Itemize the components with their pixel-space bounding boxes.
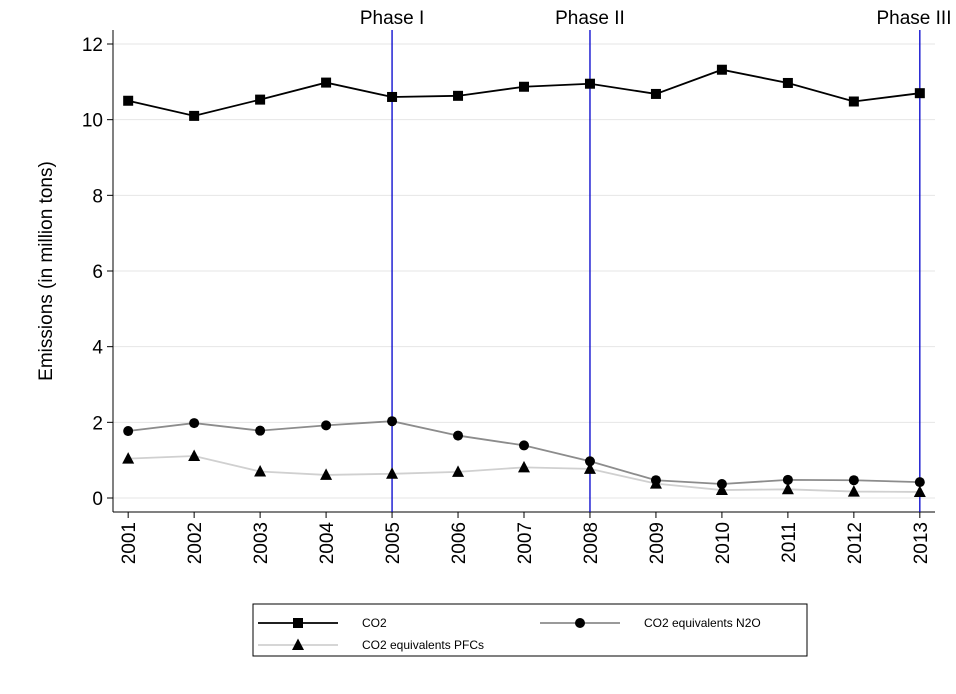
marker <box>122 452 135 464</box>
y-tick-label: 8 <box>92 186 103 207</box>
x-tick-label: 2013 <box>911 522 932 564</box>
marker <box>387 91 398 102</box>
marker <box>123 426 134 437</box>
x-tick-label: 2006 <box>449 522 470 564</box>
phase-label: Phase I <box>360 8 424 29</box>
marker <box>649 477 662 489</box>
marker <box>913 485 926 497</box>
y-tick-label: 2 <box>92 413 103 434</box>
marker <box>321 420 332 431</box>
marker <box>583 462 596 474</box>
marker <box>847 485 860 497</box>
x-tick-label: 2009 <box>647 522 668 564</box>
y-tick-label: 6 <box>92 262 103 283</box>
legend-marker <box>292 638 304 650</box>
x-tick-label: 2008 <box>581 522 602 564</box>
marker <box>320 468 333 480</box>
legend-label: CO2 equivalents N2O <box>644 616 761 630</box>
x-tick-label: 2001 <box>119 522 140 564</box>
legend-label: CO2 <box>362 616 387 630</box>
legend-marker <box>575 618 585 628</box>
marker <box>452 465 465 477</box>
marker <box>716 64 727 75</box>
x-tick-label: 2003 <box>251 522 272 564</box>
marker <box>453 90 464 101</box>
marker <box>914 477 925 488</box>
marker <box>518 460 530 473</box>
marker <box>782 474 793 485</box>
marker <box>584 456 595 467</box>
x-tick-label: 2004 <box>317 522 338 565</box>
marker <box>650 88 661 99</box>
phase-label: Phase III <box>877 8 952 29</box>
marker <box>123 95 134 106</box>
x-tick-label: 2005 <box>383 522 404 564</box>
marker <box>519 81 529 92</box>
marker <box>254 465 267 477</box>
marker <box>715 483 728 496</box>
marker <box>914 88 925 99</box>
marker <box>189 418 200 429</box>
marker <box>453 430 464 441</box>
y-tick-label: 12 <box>82 35 103 56</box>
legend-marker <box>293 618 303 628</box>
y-axis-label: Emissions (in million tons) <box>36 161 57 381</box>
legend-label: CO2 equivalents PFCs <box>362 638 484 652</box>
marker <box>255 94 266 105</box>
x-tick-label: 2007 <box>515 522 536 564</box>
marker <box>519 440 529 451</box>
y-tick-label: 0 <box>92 489 103 510</box>
legend <box>252 603 808 657</box>
marker <box>782 77 793 88</box>
x-tick-label: 2010 <box>713 522 734 564</box>
y-tick-label: 4 <box>92 338 103 359</box>
marker <box>848 475 859 486</box>
marker <box>387 416 398 427</box>
x-tick-label: 2012 <box>845 522 866 564</box>
x-tick-label: 2002 <box>185 522 206 564</box>
phase-label: Phase II <box>555 8 625 29</box>
marker <box>386 467 399 479</box>
x-tick-label: 2011 <box>779 522 800 563</box>
marker <box>781 482 794 495</box>
marker <box>584 78 595 89</box>
y-tick-label: 10 <box>82 111 103 132</box>
marker <box>255 425 266 436</box>
marker <box>189 110 200 121</box>
marker <box>848 96 859 107</box>
marker <box>321 77 332 88</box>
marker <box>188 449 201 462</box>
